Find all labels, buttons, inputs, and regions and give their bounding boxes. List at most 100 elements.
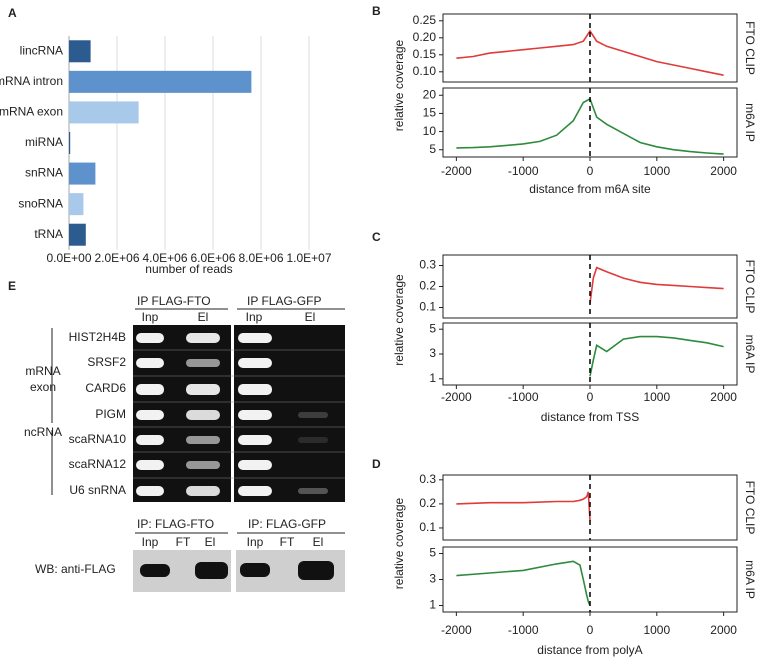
y-tick-label: snRNA [25, 166, 63, 180]
x-axis-label: distance from m6A site [529, 182, 651, 196]
bar [69, 101, 139, 124]
gene-label: scaRNA12 [69, 457, 127, 471]
y-tick-label: 0.20 [413, 30, 437, 44]
panel-letter: B [372, 4, 381, 18]
wb-lane-label: El [313, 535, 324, 549]
panel-letter: A [8, 6, 17, 20]
lane-label: Inp [246, 310, 263, 324]
x-tick-label: 2000 [710, 164, 737, 178]
x-tick-label: -1000 [508, 390, 539, 404]
x-tick-label: 4.0E+06 [142, 251, 187, 265]
bar [69, 131, 71, 155]
series-label: m6A IP [743, 560, 757, 599]
bracket [51, 308, 345, 534]
gene-label: U6 snRNA [69, 483, 126, 497]
line-series [456, 560, 591, 606]
bar [69, 162, 96, 185]
y-tick-label: 3 [429, 572, 436, 586]
x-tick-label: 6.0E+06 [190, 251, 235, 265]
wb-lane-label: Inp [247, 535, 264, 549]
y-tick-label: 0.15 [413, 47, 437, 61]
y-tick-label: 5 [429, 142, 436, 156]
lane-label: El [305, 310, 316, 324]
x-axis-label: distance from TSS [541, 410, 639, 424]
y-tick-label: 20 [423, 87, 437, 101]
x-tick-label: 2.0E+06 [94, 251, 139, 265]
series-label: m6A IP [743, 103, 757, 142]
x-tick-label: 0.0E+00 [46, 251, 91, 265]
x-tick-label: 1000 [643, 164, 670, 178]
gel-header: IP FLAG-GFP [247, 294, 321, 308]
x-tick-label: 1.0E+07 [286, 251, 331, 265]
wb-lane-label: FT [176, 535, 191, 549]
gene-label: CARD6 [85, 381, 126, 395]
y-tick-label: 0.3 [419, 258, 436, 272]
panel-letter: C [372, 230, 381, 244]
x-tick-label: 0 [587, 390, 594, 404]
x-tick-label: 1000 [643, 390, 670, 404]
y-tick-label: 1 [429, 598, 436, 612]
bar [69, 223, 86, 246]
lane-label: El [198, 310, 209, 324]
gel-header: IP FLAG-FTO [137, 294, 211, 308]
bar [69, 40, 91, 63]
series-label: FTO CLIP [743, 481, 757, 535]
y-tick-label: 10 [423, 124, 437, 138]
y-tick-label: mRNA exon [0, 105, 63, 119]
y-tick-label: 0.1 [419, 520, 436, 534]
bar [69, 70, 252, 93]
x-tick-label: -2000 [441, 390, 472, 404]
wb-label: WB: anti-FLAG [35, 562, 116, 576]
y-tick-label: miRNA [25, 135, 63, 149]
x-axis-label: distance from polyA [537, 643, 642, 657]
y-tick-label: 0.2 [419, 279, 436, 293]
panel-letter: D [372, 457, 381, 471]
x-tick-label: -1000 [508, 623, 539, 637]
y-axis-label: relative coverage [392, 497, 406, 589]
series-label: FTO CLIP [743, 21, 757, 75]
gene-label: HIST2H4B [69, 330, 126, 344]
y-tick-label: tRNA [34, 227, 63, 241]
y-axis-label: relative coverage [392, 274, 406, 366]
x-tick-label: 0 [587, 623, 594, 637]
line-series [456, 29, 724, 76]
y-tick-label: 5 [429, 321, 436, 335]
gene-label: scaRNA10 [69, 432, 127, 446]
x-tick-label: -2000 [441, 164, 472, 178]
y-tick-label: 15 [423, 106, 437, 120]
x-tick-label: 0 [587, 164, 594, 178]
wb-header: IP: FLAG-FTO [137, 517, 214, 531]
y-tick-label: 3 [429, 346, 436, 360]
group-label: ncRNA [24, 425, 62, 439]
x-tick-label: 2000 [710, 390, 737, 404]
series-label: m6A IP [743, 335, 757, 374]
y-tick-label: lincRNA [20, 43, 63, 57]
series-label: FTO CLIP [743, 260, 757, 314]
gel-image [133, 325, 345, 592]
y-tick-label: 0.10 [413, 64, 437, 78]
lane-label: Inp [142, 310, 159, 324]
x-tick-label: 8.0E+06 [238, 251, 283, 265]
gene-label: SRSF2 [87, 355, 126, 369]
wb-lane-label: FT [280, 535, 295, 549]
wb-header: IP: FLAG-GFP [248, 517, 326, 531]
line-series [456, 491, 591, 521]
y-tick-label: 5 [429, 546, 436, 560]
y-tick-label: 0.2 [419, 496, 436, 510]
group-label: exon [30, 380, 56, 394]
y-axis-label: relative coverage [392, 39, 406, 131]
y-tick-label: 1 [429, 371, 436, 385]
y-tick-label: 0.1 [419, 300, 436, 314]
x-tick-label: 1000 [643, 623, 670, 637]
wb-lane-label: El [205, 535, 216, 549]
x-tick-label: -1000 [508, 164, 539, 178]
wb-lane-label: Inp [142, 535, 159, 549]
group-label: mRNA [25, 364, 60, 378]
x-axis-label: number of reads [145, 262, 232, 276]
y-tick-label: snoRNA [18, 196, 63, 210]
panel-letter: E [8, 279, 16, 293]
y-tick-label: 0.3 [419, 472, 436, 486]
y-tick-label: mRNA intron [0, 74, 63, 88]
line-series [589, 335, 724, 377]
